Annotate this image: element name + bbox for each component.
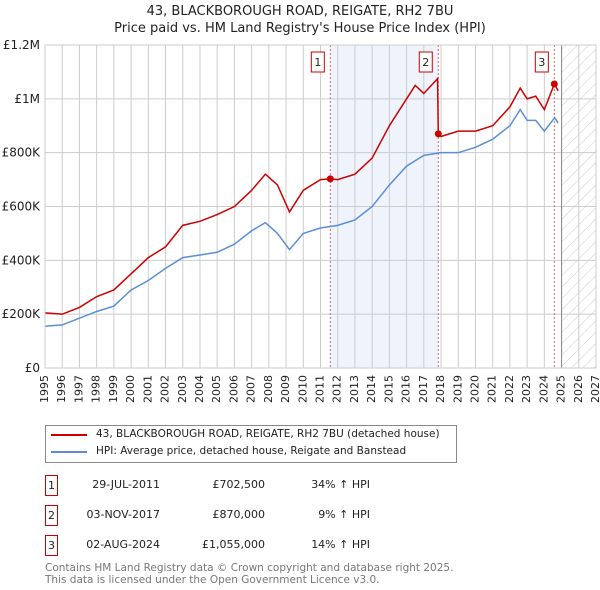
x-tick-label: 2012 [331,375,344,403]
sale-point [550,80,558,88]
x-tick-label: 2003 [176,375,189,403]
legend-blue-line [51,451,87,453]
y-tick-label: £1M [14,92,40,106]
y-tick-label: £0 [25,361,40,375]
legend-red-line [51,434,87,436]
chart-title: 43, BLACKBOROUGH ROAD, REIGATE, RH2 7BU [146,4,454,19]
x-tick-label: 2024 [537,375,550,403]
sale-row: 2 03-NOV-2017 £870,000 9% ↑ HPI [45,505,445,526]
x-tick-label: 2005 [210,375,223,403]
sale-date: 29-JUL-2011 [92,478,160,491]
x-tick-label: 2002 [159,375,172,403]
x-tick-label: 2020 [468,375,481,403]
x-tick-label: 2014 [365,375,378,403]
sale-point [434,130,442,138]
price-paid-line [44,76,559,315]
sale-price: £702,500 [212,478,266,491]
y-tick-label: £200K [2,307,42,321]
x-tick-label: 2004 [193,375,206,403]
sale-point [326,175,334,183]
legend-hpi: HPI: Average price, detached house, Reig… [96,445,407,457]
price-chart: 1995 1996 1997 1998 1999 2000 2001 2002 2003 2004… [2,38,600,403]
x-tick-label: 2019 [451,375,464,403]
x-tick-label: 1999 [107,375,120,403]
x-tick-label: 2027 [589,375,600,403]
sale-row: 3 02-AUG-2024 £1,055,000 14% ↑ HPI [45,535,445,556]
footer-line1: Contains HM Land Registry data © Crown c… [45,562,454,574]
x-tick-label: 2009 [279,375,292,403]
x-tick-label: 2022 [503,375,516,403]
x-tick-label: 2023 [520,375,533,403]
sale-badge-label: 1 [314,56,321,69]
plot-frame [44,44,597,369]
x-tick-label: 2008 [262,375,275,403]
hpi-line [44,108,559,328]
x-tick-label: 2026 [572,375,585,403]
sale-date: 02-AUG-2024 [86,538,160,551]
x-tick-label: 1997 [72,375,85,403]
x-tick-label: 2018 [434,375,447,403]
sale-badge [310,51,325,73]
sale-badge-label: 2 [422,56,429,69]
footer: Contains HM Land Registry data © Crown c… [45,562,453,586]
x-tick-label: 2000 [124,375,137,403]
x-tick-label: 2011 [314,375,327,403]
y-tick-label: £1.2M [3,38,40,52]
x-tick-label: 2016 [400,375,413,403]
y-tick-label: £600K [2,200,42,214]
sale-badge [418,51,433,73]
x-tick-label: 2025 [555,375,568,403]
y-tick-label: £400K [2,253,42,267]
x-tick-label: 2010 [296,375,309,403]
x-tick-label: 2006 [227,375,240,403]
x-tick-label: 2015 [382,375,395,403]
sale-hpi-diff: 14% ↑ HPI [311,538,370,551]
sale-price: £870,000 [212,508,266,521]
chart-subtitle: Price paid vs. HM Land Registry's House … [114,21,486,36]
x-tick-label: 2007 [245,375,258,403]
x-tick-label: 1998 [90,375,103,403]
sale-row-badge: 1 [45,475,58,496]
x-tick-label: 2001 [141,375,154,403]
y-tick-label: £800K [2,146,42,160]
sale-badge [534,51,549,73]
sale-date: 03-NOV-2017 [86,508,160,521]
footer-line2: This data is licensed under the Open Gov… [45,574,380,586]
x-tick-label: 2013 [348,375,361,403]
sale-badge-label: 3 [538,56,545,69]
sale-row-badge: 2 [45,505,58,526]
x-tick-label: 1996 [55,375,68,403]
sale-row: 1 29-JUL-2011 £702,500 34% ↑ HPI [45,475,445,496]
sale-hpi-diff: 34% ↑ HPI [311,478,370,491]
sale-row-badge: 3 [45,535,58,556]
x-tick-label: 2021 [486,375,499,403]
sale-price: £1,055,000 [202,538,265,551]
legend-property: 43, BLACKBOROUGH ROAD, REIGATE, RH2 7BU … [96,428,440,440]
x-tick-label: 2017 [417,375,430,403]
x-tick-label: 1995 [38,375,51,403]
sale-hpi-diff: 9% ↑ HPI [318,508,370,521]
legend: 43, BLACKBOROUGH ROAD, REIGATE, RH2 7BU … [45,425,457,463]
